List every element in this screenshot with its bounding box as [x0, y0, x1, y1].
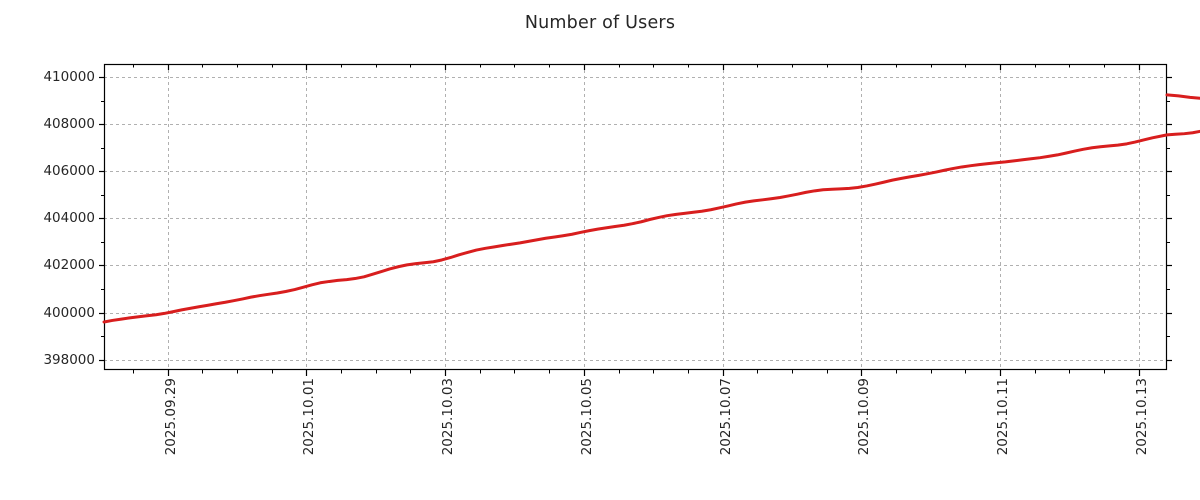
x-tick-label: 2025.10.05 [578, 378, 595, 456]
x-tick-label: 2025.09.29 [162, 378, 179, 456]
y-tick-label: 400000 [43, 304, 95, 321]
y-tick-label: 402000 [43, 257, 95, 274]
x-tick-label: 2025.10.01 [301, 378, 318, 456]
chart-title: Number of Users [524, 13, 676, 33]
x-tick-label: 2025.10.03 [440, 378, 457, 456]
gridlines [104, 64, 1167, 370]
y-tick-label: 408000 [43, 116, 95, 133]
y-tick-label: 404000 [43, 210, 95, 227]
y-tick-label: 410000 [43, 69, 95, 86]
y-tick-label: 406000 [43, 163, 95, 180]
x-tick-label: 2025.10.13 [1133, 378, 1150, 456]
axis-major-ticks [99, 64, 1172, 376]
plot-frame [103, 63, 1168, 371]
y-tick-label: 398000 [43, 351, 95, 368]
x-tick-label: 2025.10.09 [856, 378, 873, 456]
series-line-number-of-users [102, 93, 1200, 324]
x-tick-label: 2025.10.11 [994, 378, 1011, 456]
x-tick-label: 2025.10.07 [717, 378, 734, 456]
